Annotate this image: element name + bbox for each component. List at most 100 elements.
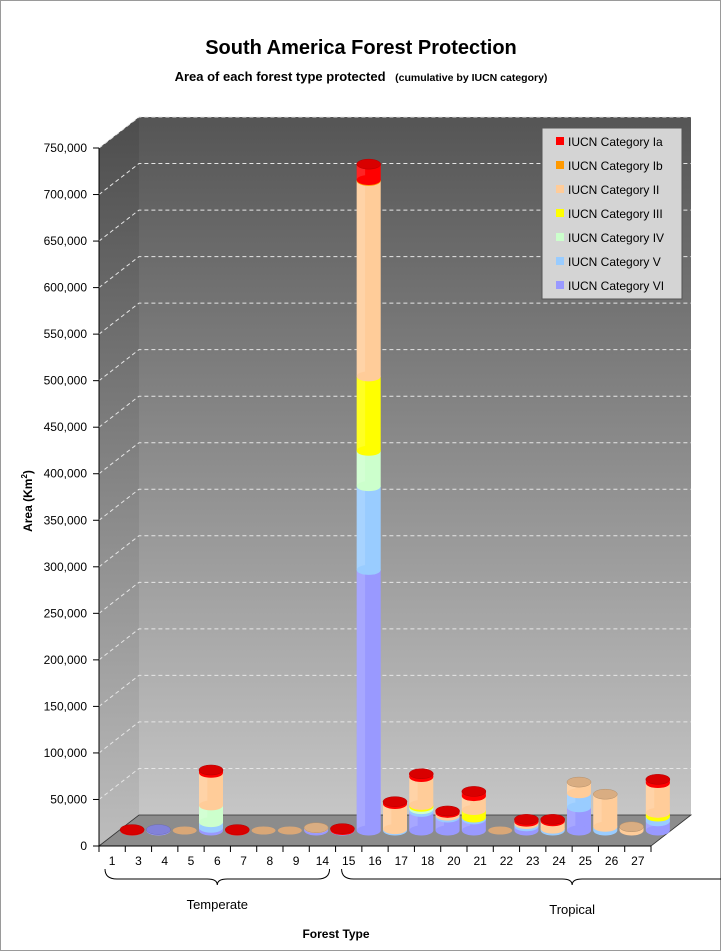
bar-segment	[409, 811, 434, 836]
x-tick-label: 3	[135, 854, 142, 868]
axes-layer: 0 50,000 100,000 150,000 200,000 250,000 300,0…	[44, 141, 721, 917]
bar-stack-5	[198, 764, 224, 836]
x-tick-label: 9	[293, 854, 300, 868]
x-tick-label: 18	[421, 854, 435, 868]
y-tick-label: 750,000	[44, 141, 88, 155]
y-tick-label: 50,000	[50, 792, 87, 806]
x-tick-label: 22	[500, 854, 514, 868]
bar-stack-25	[593, 788, 618, 836]
gridline	[98, 163, 691, 195]
gridline	[98, 209, 691, 242]
bar-top	[146, 824, 171, 835]
y-tick-label: 0	[80, 839, 87, 853]
bar-base	[172, 826, 197, 835]
legend-item: IUCN Category II	[556, 183, 659, 197]
x-tick-label: 4	[161, 854, 168, 868]
y-axis-label: Area (Km2)	[20, 470, 35, 532]
y-tick-label: 650,000	[44, 234, 88, 248]
legend-item: IUCN Category IV	[556, 231, 664, 245]
side-wall	[99, 117, 139, 846]
gridline	[98, 674, 691, 707]
chart-subtitle: Area of each forest type protected (cumu…	[175, 69, 548, 84]
bar-top	[461, 786, 487, 797]
bar-segment	[461, 819, 486, 836]
legend-swatch	[556, 257, 564, 265]
gridline	[98, 349, 691, 382]
bar-stack-22	[514, 814, 539, 836]
bar-stack-14	[330, 823, 355, 836]
bar-base	[277, 826, 302, 835]
y-axis-label-sup: 2	[20, 474, 29, 479]
legend-swatch	[556, 137, 564, 145]
bar-stack-7	[251, 826, 276, 835]
y-tick-label: 700,000	[44, 188, 88, 202]
y-tick-label: 350,000	[44, 513, 88, 527]
legend-label: IUCN Category IV	[568, 231, 664, 245]
bar-top	[356, 158, 381, 170]
bar-stack-21	[488, 826, 513, 835]
x-tick-label: 23	[526, 854, 540, 868]
gridline	[98, 628, 691, 661]
y-tick-label: 400,000	[44, 467, 88, 481]
legend-label: IUCN Category III	[568, 207, 663, 221]
bar-stack-8	[277, 826, 302, 835]
x-tick-label: 21	[473, 854, 487, 868]
bar-segment	[645, 783, 670, 818]
legend-swatch	[556, 281, 564, 289]
legend-item: IUCN Category V	[556, 255, 661, 269]
y-tick-label: 250,000	[44, 606, 88, 620]
bar-stack-26	[619, 821, 644, 836]
legend-swatch	[556, 209, 564, 217]
y-tick-label: 450,000	[44, 420, 88, 434]
legend-label: IUCN Category Ib	[568, 159, 663, 173]
y-axis-label-close: )	[21, 470, 35, 474]
group-label: Tropical	[549, 902, 595, 917]
bar-stack-1	[119, 824, 145, 836]
bar-stack-24	[566, 776, 592, 836]
bar-segment	[199, 772, 223, 811]
gridline	[98, 395, 691, 428]
legend-item: IUCN Category VI	[556, 279, 664, 293]
bar-top	[198, 764, 224, 776]
bar-top	[619, 821, 644, 833]
legend-swatch	[556, 161, 564, 169]
gridline	[98, 256, 691, 288]
bar-stack-15	[356, 158, 381, 836]
gridline	[98, 442, 691, 475]
gridline	[98, 116, 691, 149]
x-tick-label: 26	[605, 854, 619, 868]
y-axis-label-main: Area (Km	[21, 479, 35, 532]
bar-stack-3	[146, 824, 171, 836]
bar-top	[593, 788, 618, 800]
gridline	[98, 488, 691, 521]
bar-top	[119, 824, 145, 835]
legend-swatch	[556, 233, 564, 241]
bar-top	[566, 776, 592, 788]
legend-item: IUCN Category Ia	[556, 135, 663, 149]
chart-subtitle-main: Area of each forest type protected	[175, 69, 386, 84]
bar-stack-23	[540, 814, 565, 836]
bar-top	[303, 822, 329, 833]
legend: IUCN Category Ia IUCN Category Ib IUCN Cat…	[541, 127, 683, 300]
x-tick-label: 25	[579, 854, 593, 868]
gridline	[98, 581, 691, 614]
x-tick-label: 6	[214, 854, 221, 868]
gridline	[98, 302, 691, 335]
legend-label: IUCN Category VI	[568, 279, 664, 293]
bar-top	[225, 824, 250, 835]
bar-segment	[356, 180, 381, 382]
x-tick-label: 7	[240, 854, 247, 868]
legend-box	[541, 127, 683, 300]
bar-top	[409, 768, 434, 779]
y-tick-label: 300,000	[44, 560, 88, 574]
gridline	[98, 767, 691, 800]
bar-segment	[356, 450, 381, 492]
bar-segment	[567, 782, 591, 799]
bar-top	[540, 814, 565, 825]
chart-subtitle-note: (cumulative by IUCN category)	[395, 72, 547, 84]
x-tick-label: 17	[395, 854, 409, 868]
y-tick-label: 100,000	[44, 746, 88, 760]
y-tick-label: 550,000	[44, 327, 88, 341]
